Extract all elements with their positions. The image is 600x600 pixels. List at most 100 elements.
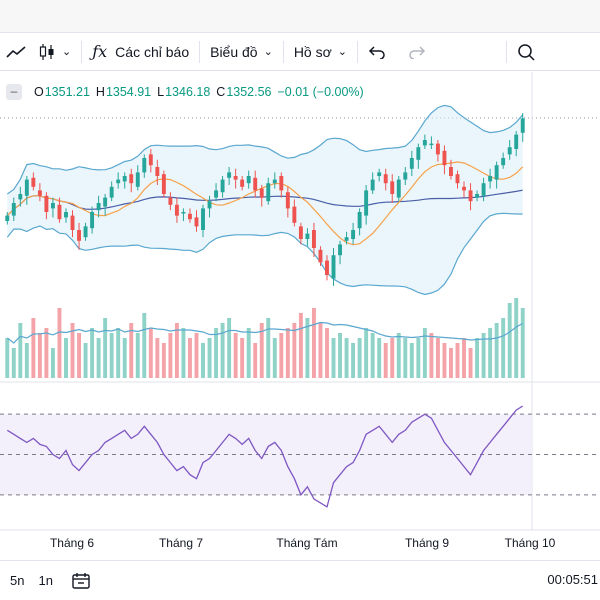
candle-body	[370, 179, 375, 191]
candle-body	[103, 197, 108, 207]
volume-bar	[142, 313, 147, 378]
chart-type-button[interactable]: Biểu đồ ⌄	[204, 37, 279, 67]
volume-bar	[488, 328, 493, 378]
candle-body	[292, 206, 297, 223]
chart-type-label: Biểu đồ	[210, 43, 258, 60]
candle-body	[338, 244, 342, 256]
volume-bar	[266, 318, 271, 378]
candles-style-button[interactable]: ⌄	[32, 37, 77, 67]
candle-body	[520, 118, 525, 133]
candle-body	[194, 217, 199, 227]
indicators-button[interactable]: ƒx Các chỉ báo	[86, 37, 195, 67]
volume-bar	[475, 338, 480, 378]
line-chart-icon	[6, 44, 26, 60]
volume-bar	[396, 333, 401, 378]
candle-body	[174, 204, 179, 216]
candle-body	[272, 179, 277, 184]
volume-bar	[5, 338, 10, 378]
candle-body	[449, 167, 453, 176]
volume-bar	[364, 328, 369, 378]
volume-bar	[501, 318, 506, 378]
chart-area[interactable]	[0, 72, 600, 558]
volume-bar	[174, 323, 179, 378]
time-axis[interactable]: Tháng 6 Tháng 7 Tháng Tám Tháng 9 Tháng …	[0, 530, 600, 556]
toolbar-divider	[357, 40, 358, 63]
clock-readout: 00:05:51	[547, 572, 598, 587]
volume-bar	[155, 338, 160, 378]
candle-body	[331, 255, 336, 279]
volume-bar	[357, 338, 362, 378]
volume-bar	[455, 343, 460, 378]
profile-label: Hồ sơ	[293, 43, 332, 60]
candle-body	[481, 183, 486, 196]
candle-body	[64, 212, 68, 218]
volume-bar	[370, 333, 375, 378]
chart-toolbar: ⌄ ƒx Các chỉ báo Biểu đồ ⌄ Hồ sơ ⌄	[0, 33, 600, 71]
moving-average-long-line	[6, 189, 523, 217]
high-key: H	[95, 85, 105, 99]
candle-body	[122, 176, 127, 182]
candle-body	[390, 181, 395, 194]
undo-button[interactable]	[362, 37, 392, 67]
candle-body	[429, 143, 434, 146]
volume-bar	[462, 338, 466, 378]
rsi-line	[6, 405, 524, 508]
candle-body	[266, 183, 271, 202]
candle-body	[90, 212, 95, 229]
volume-bar	[338, 333, 342, 378]
volume-bar	[168, 333, 173, 378]
volume-bar	[253, 343, 258, 378]
low-value: 1346.18	[165, 85, 211, 99]
volume-bar	[64, 338, 68, 378]
candle-body	[77, 230, 81, 241]
volume-bar	[416, 338, 421, 378]
volume-bar	[109, 333, 114, 378]
volume-bar	[188, 338, 192, 378]
volume-bar	[31, 318, 36, 378]
candle-body	[109, 186, 114, 198]
candle-body	[409, 158, 414, 169]
profile-button[interactable]: Hồ sơ ⌄	[288, 37, 353, 67]
price-chart[interactable]	[0, 72, 600, 558]
candle-body	[181, 212, 186, 214]
candle-body	[259, 188, 264, 198]
range-5d-button[interactable]: 5n	[10, 573, 25, 588]
candle-body	[233, 176, 238, 180]
candle-body	[279, 176, 284, 191]
collapse-legend-button[interactable]: –	[6, 84, 22, 100]
candles-icon	[38, 43, 56, 61]
toolbar-divider	[199, 40, 201, 63]
volume-bar	[318, 323, 323, 378]
candle-body	[325, 260, 329, 275]
volume-bar	[77, 333, 81, 378]
redo-button[interactable]	[402, 37, 432, 67]
volume-bar	[214, 328, 219, 378]
line-chart-button[interactable]	[0, 37, 32, 67]
candle-body	[5, 215, 10, 221]
candle-body	[285, 192, 290, 209]
search-button[interactable]	[511, 37, 541, 67]
window-top-strip	[0, 0, 600, 33]
undo-icon	[368, 45, 386, 59]
search-icon	[517, 43, 535, 61]
volume-bar	[383, 343, 388, 378]
open-value: 1351.21	[44, 85, 90, 99]
volume-bar	[292, 323, 297, 378]
volume-bar	[50, 348, 55, 378]
range-1d-button[interactable]: 1n	[38, 573, 53, 588]
date-range-button[interactable]	[71, 572, 91, 590]
toolbar-divider	[506, 40, 507, 63]
time-axis-label: Tháng 6	[49, 536, 95, 550]
candle-body	[488, 176, 493, 182]
candle-body	[227, 172, 232, 178]
time-axis-label: Tháng 9	[404, 536, 450, 550]
volume-bar	[429, 333, 434, 378]
candle-body	[129, 174, 134, 184]
volume-bar	[285, 328, 290, 378]
change-value: −0.01 (−0.00%)	[277, 85, 364, 99]
volume-bar	[279, 333, 284, 378]
indicators-label: Các chỉ báo	[115, 43, 190, 60]
open-key: O	[34, 85, 44, 99]
toolbar-divider	[81, 40, 83, 63]
volume-average-line	[6, 321, 523, 344]
